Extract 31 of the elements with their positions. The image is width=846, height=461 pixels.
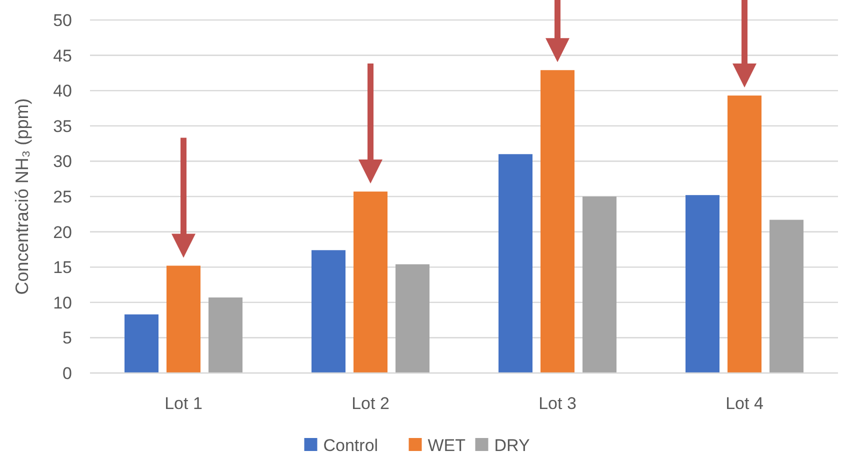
y-tick-label: 40 [53,82,72,101]
y-tick-label: 20 [53,222,72,242]
bar [312,250,346,373]
x-tick-label: Lot 1 [164,394,202,413]
bar [686,195,720,373]
bar [124,314,158,373]
y-tick-label: 15 [53,258,72,278]
bar [208,297,242,373]
legend-label: WET [428,436,466,455]
bar [498,154,532,373]
y-axis-title: Concentració NH₃ (ppm) [12,98,32,295]
legend-label: DRY [494,436,530,455]
legend-label: Control [323,436,378,455]
bar [770,220,804,373]
bar [396,264,430,373]
y-tick-label: 35 [53,116,72,136]
bar [540,70,574,373]
x-tick-label: Lot 2 [352,394,390,413]
y-tick-label: 5 [62,328,72,348]
y-tick-label: 50 [53,10,72,30]
bar [728,96,762,373]
y-tick-label: 0 [62,364,72,383]
y-tick-label: 30 [53,152,72,172]
y-tick-label: 45 [53,46,72,66]
y-tick-label: 10 [53,293,72,312]
x-tick-label: Lot 4 [726,394,764,413]
bar [354,192,388,373]
bar [582,196,616,373]
bar [166,266,200,373]
x-tick-label: Lot 3 [538,394,576,413]
y-tick-label: 25 [53,187,72,206]
